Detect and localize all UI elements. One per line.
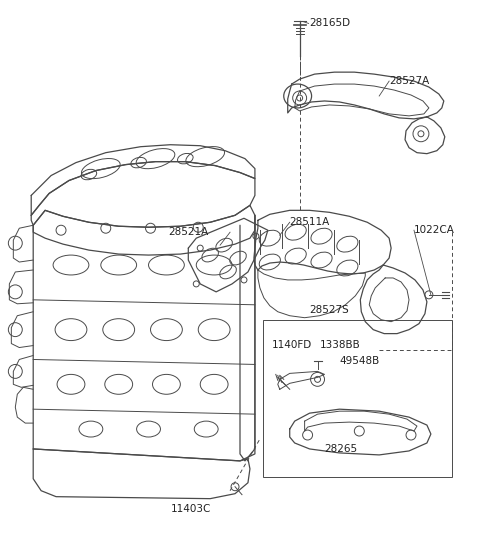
Bar (263, 319, 452, 477)
Text: 28265: 28265 (324, 444, 358, 454)
Text: 1140FD: 1140FD (272, 339, 312, 349)
Text: 1338BB: 1338BB (320, 339, 360, 349)
Text: 11403C: 11403C (170, 504, 211, 513)
Text: 49548B: 49548B (339, 356, 380, 367)
Text: 28521A: 28521A (168, 227, 209, 237)
Text: 28527A: 28527A (389, 76, 430, 86)
Text: 28511A: 28511A (290, 217, 330, 227)
Text: 1022CA: 1022CA (414, 225, 455, 235)
Text: 28165D: 28165D (310, 18, 351, 28)
Text: 28527S: 28527S (310, 305, 349, 315)
